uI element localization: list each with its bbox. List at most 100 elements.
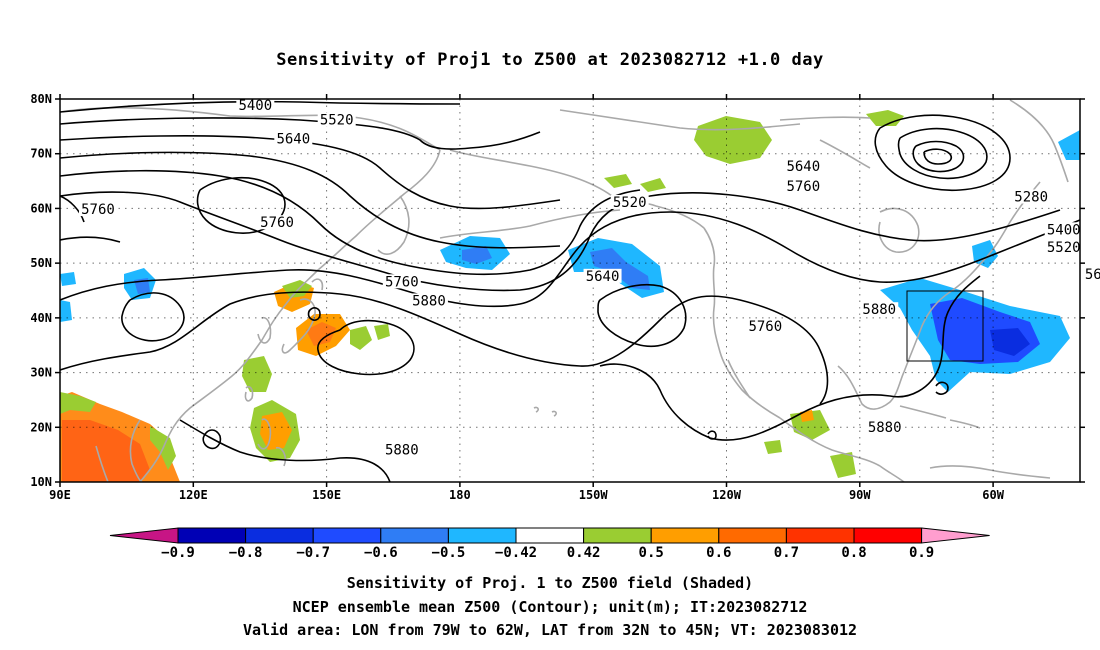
contour-label-bg [1098,300,1100,315]
contour-label-bg [865,419,904,434]
shade-caribbean-2 [830,452,856,478]
lon-label: 90E [49,488,71,502]
shade-japan-3 [350,326,372,350]
shade-southeast-asia-core [62,420,150,482]
contour-label: 5880 [868,420,902,436]
colorbar-label: −0.42 [495,545,537,561]
contour-label: 5880 [862,302,896,318]
contour-label-bg [409,293,448,308]
shade-arctic [866,110,904,126]
shade-atlantic-deep [990,328,1030,356]
shade-gulf-ak [640,178,666,192]
chart-title: Sensitivity of Proj1 to Z500 at 20230827… [276,50,824,70]
colorbar-label: −0.6 [364,545,398,561]
contour-label: 5760 [385,274,419,290]
shade-atlantic-core [930,298,1040,364]
lat-label: 60N [30,201,52,215]
contour-label-bg [382,442,421,457]
shade-south-china [242,356,272,392]
colorbar: −0.9 −0.8 −0.7 −0.6 −0.5 −0.42 0.42 0.5 0.6 0.7 0.… [109,527,990,561]
contour-label-bg [236,98,275,113]
colorbar-bin [515,527,585,544]
colorbar-label: 0.5 [639,545,664,561]
contour-label: 5400 [238,98,272,114]
colorbar-label: 0.7 [774,545,799,561]
contour-label-bg [274,131,313,146]
shade-southeast-asia-edge [60,392,96,414]
contour-label: 5640 [786,159,820,175]
contour-label-bg [860,302,899,317]
lat-label: 80N [30,92,52,106]
contour-label: 5640 [276,131,310,147]
caption-line-3: Valid area: LON from 79W to 62W, LAT fro… [242,621,858,639]
contour-label-bg [382,274,421,289]
shade-alaska [694,116,772,164]
contour-label-bg [317,112,356,127]
z500-contours [60,100,1080,482]
contour-labels: 5400 5520 5640 5760 5760 5520 5640 5760 5280 5400… [78,98,1100,458]
contour-label-bg [1012,189,1051,204]
contour-label-bg [746,319,785,334]
shade-japan-1-edge [282,280,312,298]
contour-label-bg [784,158,823,173]
colorbar-bin [312,527,382,544]
contour-label: 5880 [385,442,419,458]
contour-label-bg [583,268,622,283]
colorbar-label: −0.5 [432,545,466,561]
colorbar-bin [785,527,855,544]
sensitivity-shading [60,110,1080,482]
shade-yukon [604,174,632,188]
shade-epac-orange [800,410,814,422]
lat-label: 30N [30,366,52,380]
lon-label: 120E [179,488,208,502]
shade-japan-2-core [306,322,336,346]
contour-label: 5760 [260,215,294,231]
lon-label: 60W [982,488,1004,502]
contour-label: 5880 [412,293,446,309]
colorbar-label: 0.8 [841,545,866,561]
colorbar-bin [177,527,247,544]
shade-npac-1-core [462,246,492,264]
lat-label: 40N [30,311,52,325]
colorbar-bin [650,527,720,544]
colorbar-bin [245,527,314,544]
colorbar-bin [718,527,787,544]
contour-label: 5520 [1047,240,1081,256]
contour-label: 5520 [320,112,354,128]
colorbar-bin [447,527,517,544]
contour-label: 5280 [1014,189,1048,205]
lat-label: 20N [30,420,52,434]
lon-label: 120W [712,488,742,502]
lat-label: 10N [30,475,52,489]
lon-label: 150W [579,488,609,502]
shade-japan-4 [374,324,390,340]
contour-label-bg [1044,222,1083,237]
colorbar-label: −0.9 [161,545,195,561]
contour-label: 5400 [1047,222,1081,238]
contour-label-bg [258,215,297,230]
colorbar-bin [853,527,923,544]
map-frame [59,98,1081,483]
lon-label: 180 [449,488,471,502]
colorbar-bin [380,527,449,544]
colorbar-high-triangle [921,527,990,544]
lat-label: 50N [30,256,52,270]
colorbar-label: −0.8 [229,545,263,561]
lon-label: 90W [849,488,871,502]
contour-label: 5520 [613,195,647,211]
lat-label: 70N [30,147,52,161]
contour-label: 5760 [786,179,820,195]
shade-epac [764,440,782,454]
contour-label-bg [1044,239,1083,254]
caption-line-2: NCEP ensemble mean Z500 (Contour); unit(… [292,598,808,616]
contour-label-bg [784,179,823,194]
colorbar-low-triangle [109,527,179,544]
valid-area-box [906,290,984,362]
lon-label: 150E [312,488,341,502]
contour-label: 5760 [748,319,782,335]
colorbar-label: −0.7 [296,545,330,561]
colorbar-label: 0.9 [909,545,934,561]
colorbar-label: 0.6 [706,545,731,561]
